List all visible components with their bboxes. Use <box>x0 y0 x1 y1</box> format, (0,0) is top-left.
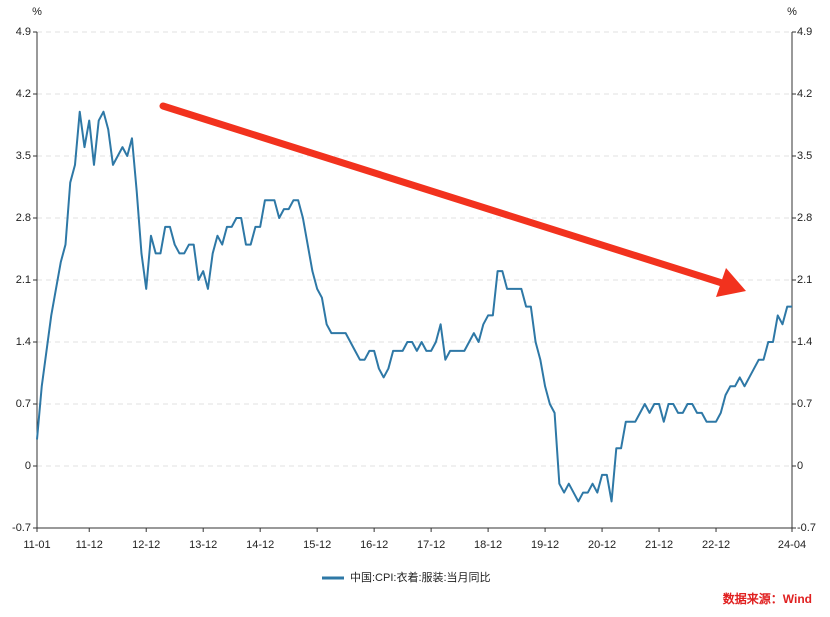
trend-arrow <box>159 102 746 297</box>
x-tick-label: 19-12 <box>531 539 559 551</box>
y2-tick-label: 4.9 <box>797 26 812 38</box>
x-tick-label: 14-12 <box>246 539 274 551</box>
y-tick-label: 3.5 <box>16 150 31 162</box>
x-tick-label: 20-12 <box>588 539 616 551</box>
x-tick-label: 11-12 <box>76 539 103 551</box>
y2-tick-label: 0 <box>797 460 803 472</box>
x-tick-label: 24-04 <box>778 539 806 551</box>
y2-tick-label: -0.7 <box>797 522 816 534</box>
y-tick-label: 2.8 <box>16 212 31 224</box>
y2-unit: % <box>787 6 797 18</box>
plot: -0.7 0 0.7 1.4 2.1 2.8 3.5 4.2 4.9 -0.7 0 0.7 1.4 2.1… <box>12 26 816 584</box>
x-tick-label: 13-12 <box>189 539 217 551</box>
x-tick-label: 17-12 <box>417 539 445 551</box>
y-tick-label: 0 <box>25 460 31 472</box>
y-unit: % <box>32 6 42 18</box>
x-tick-label: 16-12 <box>360 539 388 551</box>
y2-tick-label: 1.4 <box>797 336 812 348</box>
source: 数据来源：Wind <box>723 591 812 606</box>
y2-tick-label: 0.7 <box>797 398 812 410</box>
x-tick-label: 18-12 <box>474 539 502 551</box>
y-tick-label: 2.1 <box>16 274 31 286</box>
x-tick-label: 12-12 <box>132 539 160 551</box>
data-line <box>36 110 792 503</box>
x-tick-label: 11-01 <box>23 539 50 551</box>
y-tick-label: 1.4 <box>16 336 31 348</box>
y-tick-label: -0.7 <box>12 522 31 534</box>
y-tick-label: 4.2 <box>16 88 31 100</box>
x-tick-label: 15-12 <box>303 539 331 551</box>
y-tick-label: 4.9 <box>16 26 31 38</box>
y-tick-label: 0.7 <box>16 398 31 410</box>
y2-tick-label: 3.5 <box>797 150 812 162</box>
x-tick-label: 21-12 <box>645 539 673 551</box>
y2-tick-label: 2.8 <box>797 212 812 224</box>
y2-tick-label: 2.1 <box>797 274 812 286</box>
legend-label: 中国:CPI:衣着:服装:当月同比 <box>350 570 491 584</box>
x-tick-label: 22-12 <box>702 539 730 551</box>
y2-tick-label: 4.2 <box>797 88 812 100</box>
